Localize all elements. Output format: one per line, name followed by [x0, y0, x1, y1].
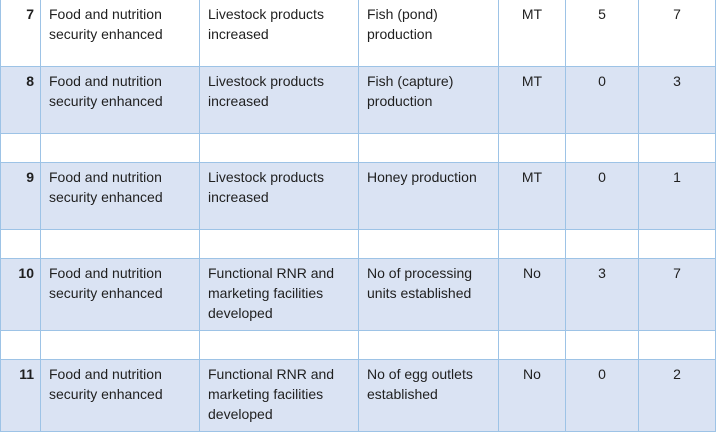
- indicator-cell: Honey production: [358, 162, 499, 230]
- baseline-cell: 0: [565, 359, 639, 432]
- target-cell: 7: [638, 0, 716, 67]
- indicator-cell: No of processing units established: [358, 258, 499, 331]
- output-cell: Functional RNR and marketing facilities …: [199, 258, 359, 331]
- baseline-cell: 3: [565, 258, 639, 331]
- baseline-cell: 0: [565, 162, 639, 230]
- row-number: 9: [0, 162, 41, 230]
- indicator-cell: No of egg outlets established: [358, 359, 499, 432]
- outcome-cell: Food and nutrition security enhanced: [40, 258, 200, 331]
- table-row: 7 Food and nutrition security enhanced L…: [0, 0, 716, 67]
- row-number: 7: [0, 0, 41, 67]
- target-cell: 7: [638, 258, 716, 331]
- unit-cell: No: [498, 359, 566, 432]
- target-cell: 3: [638, 66, 716, 134]
- baseline-cell: 0: [565, 66, 639, 134]
- table-row: 9 Food and nutrition security enhanced L…: [0, 162, 716, 230]
- row-number: 8: [0, 66, 41, 134]
- unit-cell: MT: [498, 0, 566, 67]
- outcome-cell: Food and nutrition security enhanced: [40, 0, 200, 67]
- indicator-cell: Fish (pond) production: [358, 0, 499, 67]
- unit-cell: MT: [498, 162, 566, 230]
- outcome-cell: Food and nutrition security enhanced: [40, 66, 200, 134]
- table-row: 11 Food and nutrition security enhanced …: [0, 359, 716, 432]
- spacer-row: [0, 133, 716, 163]
- target-cell: 2: [638, 359, 716, 432]
- output-cell: Livestock products increased: [199, 0, 359, 67]
- unit-cell: MT: [498, 66, 566, 134]
- output-cell: Livestock products increased: [199, 162, 359, 230]
- table-row: 8 Food and nutrition security enhanced L…: [0, 66, 716, 134]
- row-number: 10: [0, 258, 41, 331]
- output-cell: Livestock products increased: [199, 66, 359, 134]
- baseline-cell: 5: [565, 0, 639, 67]
- outcome-cell: Food and nutrition security enhanced: [40, 162, 200, 230]
- unit-cell: No: [498, 258, 566, 331]
- table-row: 10 Food and nutrition security enhanced …: [0, 258, 716, 331]
- spacer-row: [0, 229, 716, 259]
- target-cell: 1: [638, 162, 716, 230]
- spacer-row: [0, 330, 716, 360]
- outcome-cell: Food and nutrition security enhanced: [40, 359, 200, 432]
- row-number: 11: [0, 359, 41, 432]
- output-cell: Functional RNR and marketing facilities …: [199, 359, 359, 432]
- indicator-cell: Fish (capture) production: [358, 66, 499, 134]
